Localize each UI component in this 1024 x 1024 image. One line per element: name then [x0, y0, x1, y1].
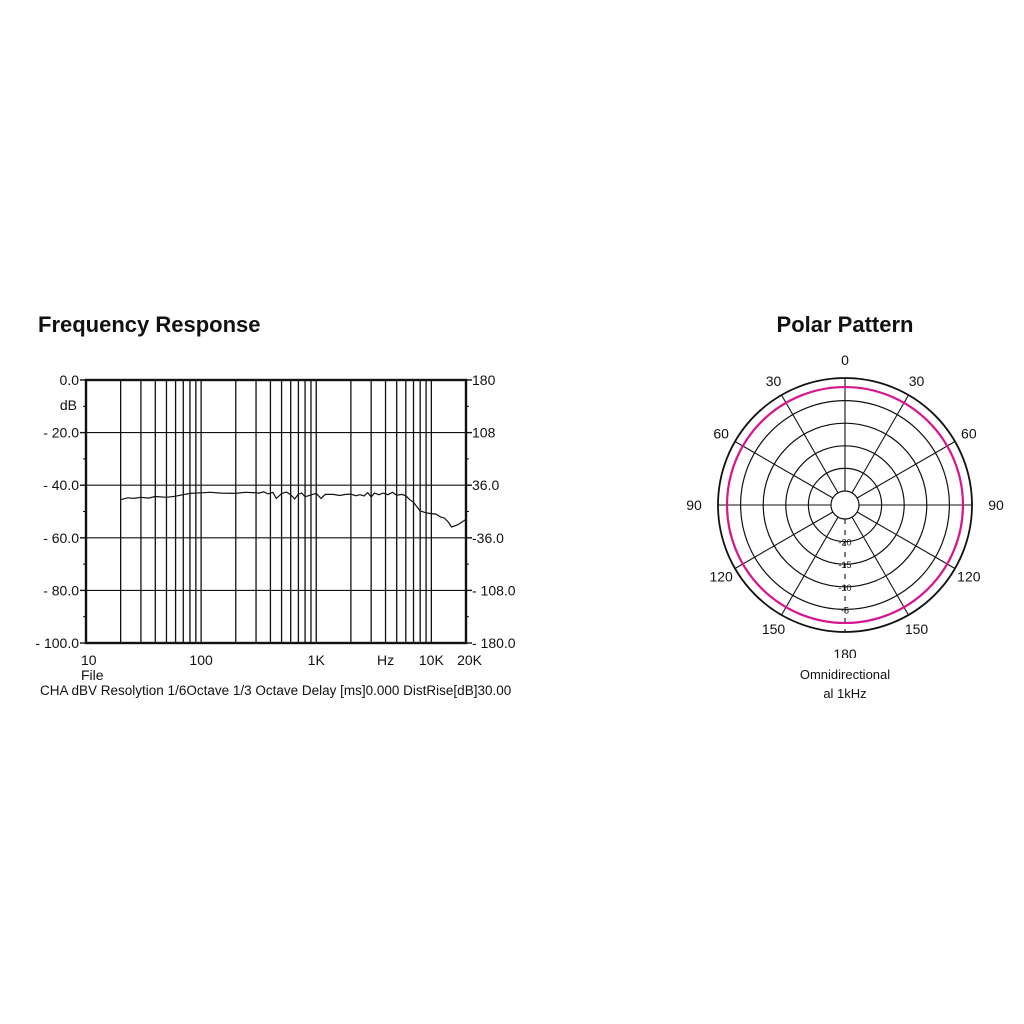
x-tick-label: Hz — [377, 652, 394, 668]
polar-spoke — [781, 394, 839, 494]
x-tick-label: 20K — [457, 652, 483, 668]
polar-angle-label: 180 — [833, 646, 857, 658]
y2-tick-label: -36.0 — [472, 530, 504, 546]
polar-angle-label: 90 — [988, 497, 1004, 513]
polar-angle-label: 120 — [709, 569, 733, 585]
x-tick-label: 10 — [81, 652, 97, 668]
frequency-response-frame — [84, 378, 468, 645]
frequency-response-chart: 0.0 - 20.0 - 40.0 - 60.0 - 80.0 - 100.0 dB 180 1… — [0, 360, 600, 720]
polar-caption-line2: al 1kHz — [823, 686, 867, 701]
frequency-response-footer: CHA dBV Resolytion 1/6Octave 1/3 Octave … — [40, 683, 512, 698]
polar-angle-label: 150 — [905, 621, 929, 637]
polar-angle-label: 90 — [686, 497, 702, 513]
frequency-response-svg: 0.0 - 20.0 - 40.0 - 60.0 - 80.0 - 100.0 dB 180 1… — [35, 372, 515, 683]
polar-pattern-curve — [725, 385, 965, 625]
y-tick-label: - 20.0 — [43, 425, 79, 441]
polar-title-wrap: Polar Pattern — [680, 0, 1010, 360]
y-axis-label: dB — [60, 397, 77, 413]
file-label: File — [81, 667, 104, 683]
polar-center-ring — [830, 490, 860, 520]
polar-angle-label: 30 — [909, 373, 925, 389]
x-tick-label: 100 — [189, 652, 213, 668]
y-tick-label: - 80.0 — [43, 582, 79, 598]
polar-angle-label: 60 — [961, 426, 977, 442]
y-tick-label: - 60.0 — [43, 530, 79, 546]
frequency-response-curve — [120, 491, 467, 528]
x-tick-label: 10K — [419, 652, 445, 668]
polar-radial-label: -5 — [841, 605, 849, 615]
y2-tick-label: 36.0 — [472, 477, 499, 493]
y2-tick-label: - 180.0 — [472, 635, 516, 651]
polar-spoke — [851, 394, 909, 494]
y-tick-label: - 100.0 — [35, 635, 79, 651]
polar-angle-label: 0 — [841, 352, 849, 368]
polar-caption-line1: Omnidirectional — [799, 667, 891, 682]
polar-spoke — [856, 511, 956, 569]
polar-spoke — [734, 511, 834, 569]
frequency-response-grid — [86, 380, 466, 643]
polar-angle-label: 60 — [713, 426, 729, 442]
polar-spoke — [856, 441, 956, 499]
polar-spoke — [851, 516, 909, 616]
x-tick-label: 1K — [308, 652, 326, 668]
polar-pattern-title: Polar Pattern — [776, 312, 914, 337]
polar-pattern-chart: 0 30 60 90 120 150 180 150 120 90 60 30 -20 -15 -10 -5 — [680, 348, 1010, 718]
polar-pattern-svg: 0 30 60 90 120 150 180 150 120 90 60 30 -20 -15 -10 -5 — [686, 352, 1004, 662]
y2-tick-label: - 108.0 — [472, 582, 516, 598]
y2-tick-label: 180 — [472, 372, 496, 388]
polar-spokes — [718, 378, 972, 632]
polar-angle-label: 120 — [957, 569, 981, 585]
y2-tick-label: 108 — [472, 425, 496, 441]
polar-angle-label: 150 — [762, 621, 786, 637]
frequency-response-title: Frequency Response — [38, 312, 261, 337]
frequency-response-labels: 0.0 - 20.0 - 40.0 - 60.0 - 80.0 - 100.0 dB 180 1… — [35, 372, 515, 683]
polar-radial-label: -10 — [838, 583, 851, 593]
polar-angle-label: 30 — [766, 373, 782, 389]
polar-radial-label: -20 — [838, 538, 851, 548]
polar-radial-label: -15 — [838, 560, 851, 570]
y-tick-label: - 40.0 — [43, 477, 79, 493]
polar-spoke — [734, 441, 834, 499]
y-tick-label: 0.0 — [60, 372, 80, 388]
polar-spoke — [781, 516, 839, 616]
